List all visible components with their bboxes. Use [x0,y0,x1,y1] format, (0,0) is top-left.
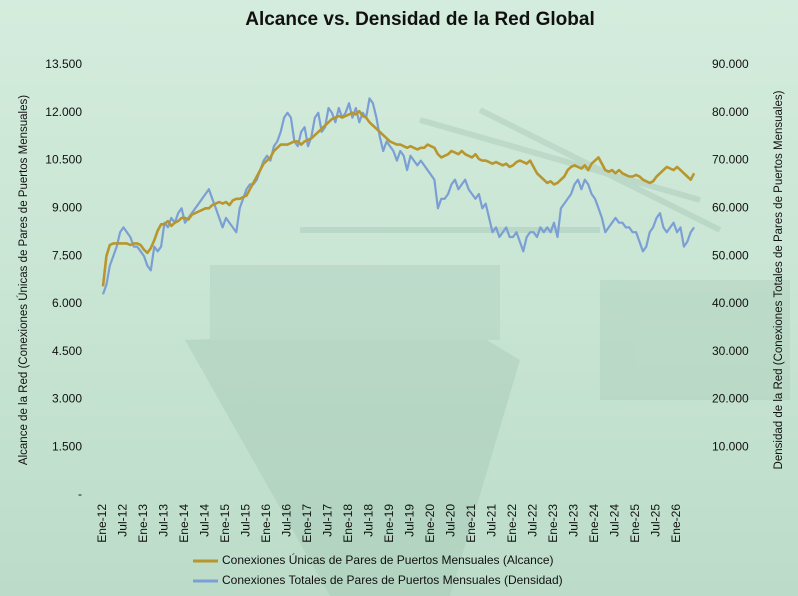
x-tick-label: Jul-19 [403,504,417,537]
x-tick-label: Ene-21 [464,504,478,543]
x-tick-label: Ene-22 [505,504,519,543]
y-tick-label: 12.000 [45,105,82,119]
x-tick-label: Ene-15 [218,504,232,543]
x-tick-label: Ene-20 [423,504,437,543]
y-tick-label: 7.500 [52,248,82,262]
legend-label: Conexiones Totales de Pares de Puertos M… [222,573,563,587]
legend-label: Conexiones Únicas de Pares de Puertos Me… [222,552,554,567]
y2-tick-label: 20.000 [712,392,749,406]
x-tick-label: Jul-20 [444,504,458,537]
y-tick-label: 1.500 [52,439,82,453]
x-tick-label: Ene-17 [300,504,314,543]
x-tick-label: Jul-14 [198,504,212,537]
x-tick-label: Ene-14 [177,504,191,543]
x-tick-label: Ene-25 [628,504,642,543]
y-tick-label: 10.500 [45,153,82,167]
y2-tick-label: 50.000 [712,248,749,262]
x-tick-label: Jul-24 [608,504,622,537]
y2-tick-label: 60.000 [712,201,749,215]
x-tick-label: Jul-18 [362,504,376,537]
x-tick-label: Jul-22 [526,504,540,537]
y-tick-label: - [78,487,82,501]
y-tick-label: 9.000 [52,201,82,215]
x-tick-label: Ene-23 [546,504,560,543]
y2-axis-title: Densidad de la Red (Conexiones Totales d… [773,90,785,469]
y2-tick-label: 90.000 [712,57,749,71]
x-tick-label: Jul-25 [649,504,663,537]
y2-tick-label: 40.000 [712,296,749,310]
x-tick-label: Jul-13 [157,504,171,537]
chart-title: Alcance vs. Densidad de la Red Global [245,9,595,30]
x-tick-label: Ene-12 [95,504,109,543]
x-tick-label: Jul-15 [239,504,253,537]
y2-tick-label: 80.000 [712,105,749,119]
x-tick-label: Ene-26 [669,504,683,543]
series-line [101,97,695,295]
x-tick-label: Jul-17 [321,504,335,537]
y2-tick-label: 70.000 [712,153,749,167]
x-tick-label: Jul-23 [567,504,581,537]
y-tick-label: 4.500 [52,344,82,358]
y-tick-label: 13.500 [45,57,82,71]
x-tick-label: Ene-13 [136,504,150,543]
y2-tick-label: 10.000 [712,439,749,453]
series-line [101,109,696,287]
x-tick-label: Ene-19 [382,504,396,543]
y2-tick-label: 30.000 [712,344,749,358]
background-photo [185,107,790,596]
x-tick-label: Jul-16 [280,504,294,537]
x-tick-label: Jul-21 [485,504,499,537]
x-tick-label: Jul-12 [116,504,130,537]
y-axis-title: Alcance de la Red (Conexiones Únicas de … [17,95,30,465]
x-tick-label: Ene-24 [587,504,601,543]
x-tick-label: Ene-18 [341,504,355,543]
y-tick-label: 6.000 [52,296,82,310]
y-tick-label: 3.000 [52,392,82,406]
x-tick-label: Ene-16 [259,504,273,543]
